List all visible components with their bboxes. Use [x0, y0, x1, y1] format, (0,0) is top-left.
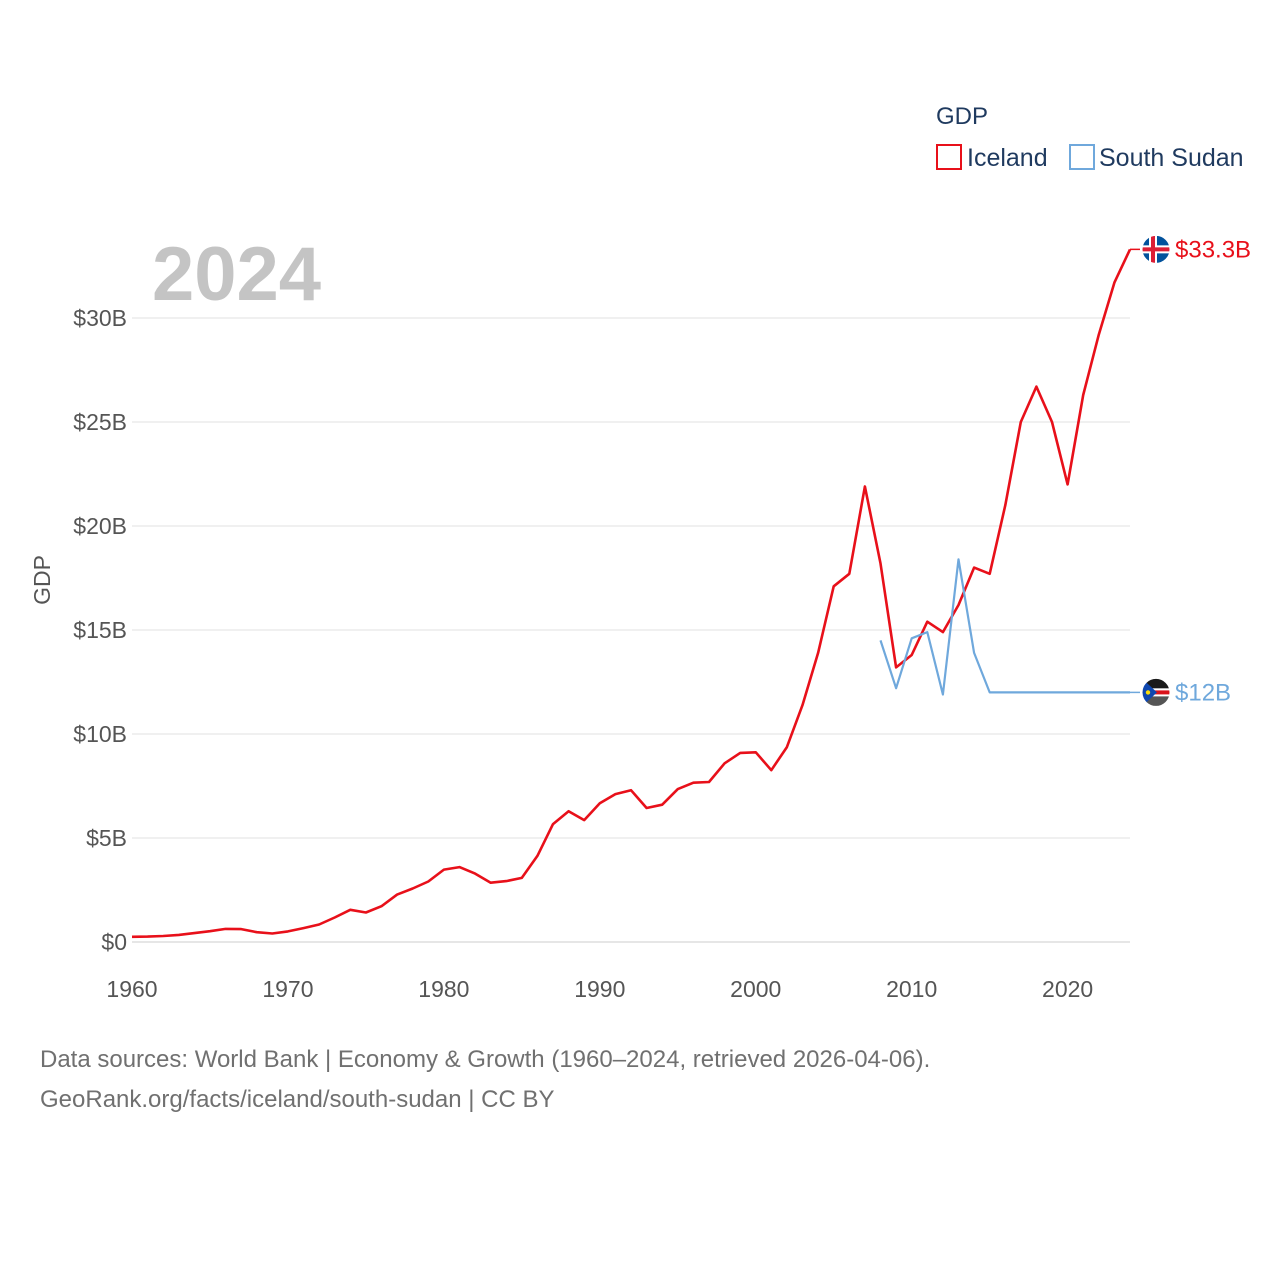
legend-title: GDP: [936, 103, 988, 130]
end-value-label-iceland: $33.3B: [1175, 236, 1251, 263]
iceland-flag-icon: [1142, 235, 1170, 264]
legend-swatch-south-sudan: [1069, 144, 1095, 170]
series-end-markers: $33.3B $12B: [1130, 234, 1251, 707]
x-tick-label: 1970: [262, 976, 313, 1002]
x-tick-label: 2000: [730, 976, 781, 1002]
legend-label-south-sudan: South Sudan: [1099, 144, 1244, 172]
footer: Data sources: World Bank | Economy & Gro…: [40, 1040, 930, 1120]
legend-swatch-iceland: [936, 144, 962, 170]
attribution-link[interactable]: GeoRank.org/facts/iceland/south-sudan | …: [40, 1086, 555, 1113]
y-axis-label: GDP: [29, 555, 55, 605]
legend-item-south-sudan[interactable]: South Sudan: [1069, 144, 1244, 172]
y-tick-label: $15B: [73, 617, 127, 643]
x-tick-label: 1990: [574, 976, 625, 1002]
gridlines: [132, 317, 1130, 943]
end-value-label-south-sudan: $12B: [1175, 679, 1231, 706]
y-tick-label: $30B: [73, 305, 127, 331]
y-tick-label: $20B: [73, 513, 127, 539]
x-tick-label: 2010: [886, 976, 937, 1002]
south-sudan-flag-icon: [1142, 678, 1170, 707]
y-tick-label: $25B: [73, 409, 127, 435]
y-tick-label: $10B: [73, 721, 127, 747]
series-line-iceland: [131, 248, 1132, 939]
x-axis-ticks: 1960 1970 1980 1990 2000 2010 2020: [106, 976, 1093, 1002]
x-tick-label: 1980: [418, 976, 469, 1002]
legend: GDP Iceland South Sudan: [936, 103, 1244, 172]
y-tick-label: $0: [101, 929, 127, 955]
year-label: 2024: [152, 232, 321, 317]
series-lines: [131, 248, 1132, 939]
series-line-south-sudan: [879, 558, 1130, 696]
gdp-line-chart: $0$5B$10B$15B$20B$25B$30B 1960 1970 1980 19…: [29, 103, 1251, 1002]
legend-item-iceland[interactable]: Iceland: [936, 144, 1048, 172]
data-sources-text: Data sources: World Bank | Economy & Gro…: [40, 1046, 931, 1073]
legend-label-iceland: Iceland: [967, 144, 1048, 172]
x-tick-label: 1960: [106, 976, 157, 1002]
x-tick-label: 2020: [1042, 976, 1093, 1002]
y-tick-label: $5B: [86, 825, 127, 851]
y-axis-ticks: $0 $5B $10B $15B $20B $25B $30B: [73, 305, 127, 955]
